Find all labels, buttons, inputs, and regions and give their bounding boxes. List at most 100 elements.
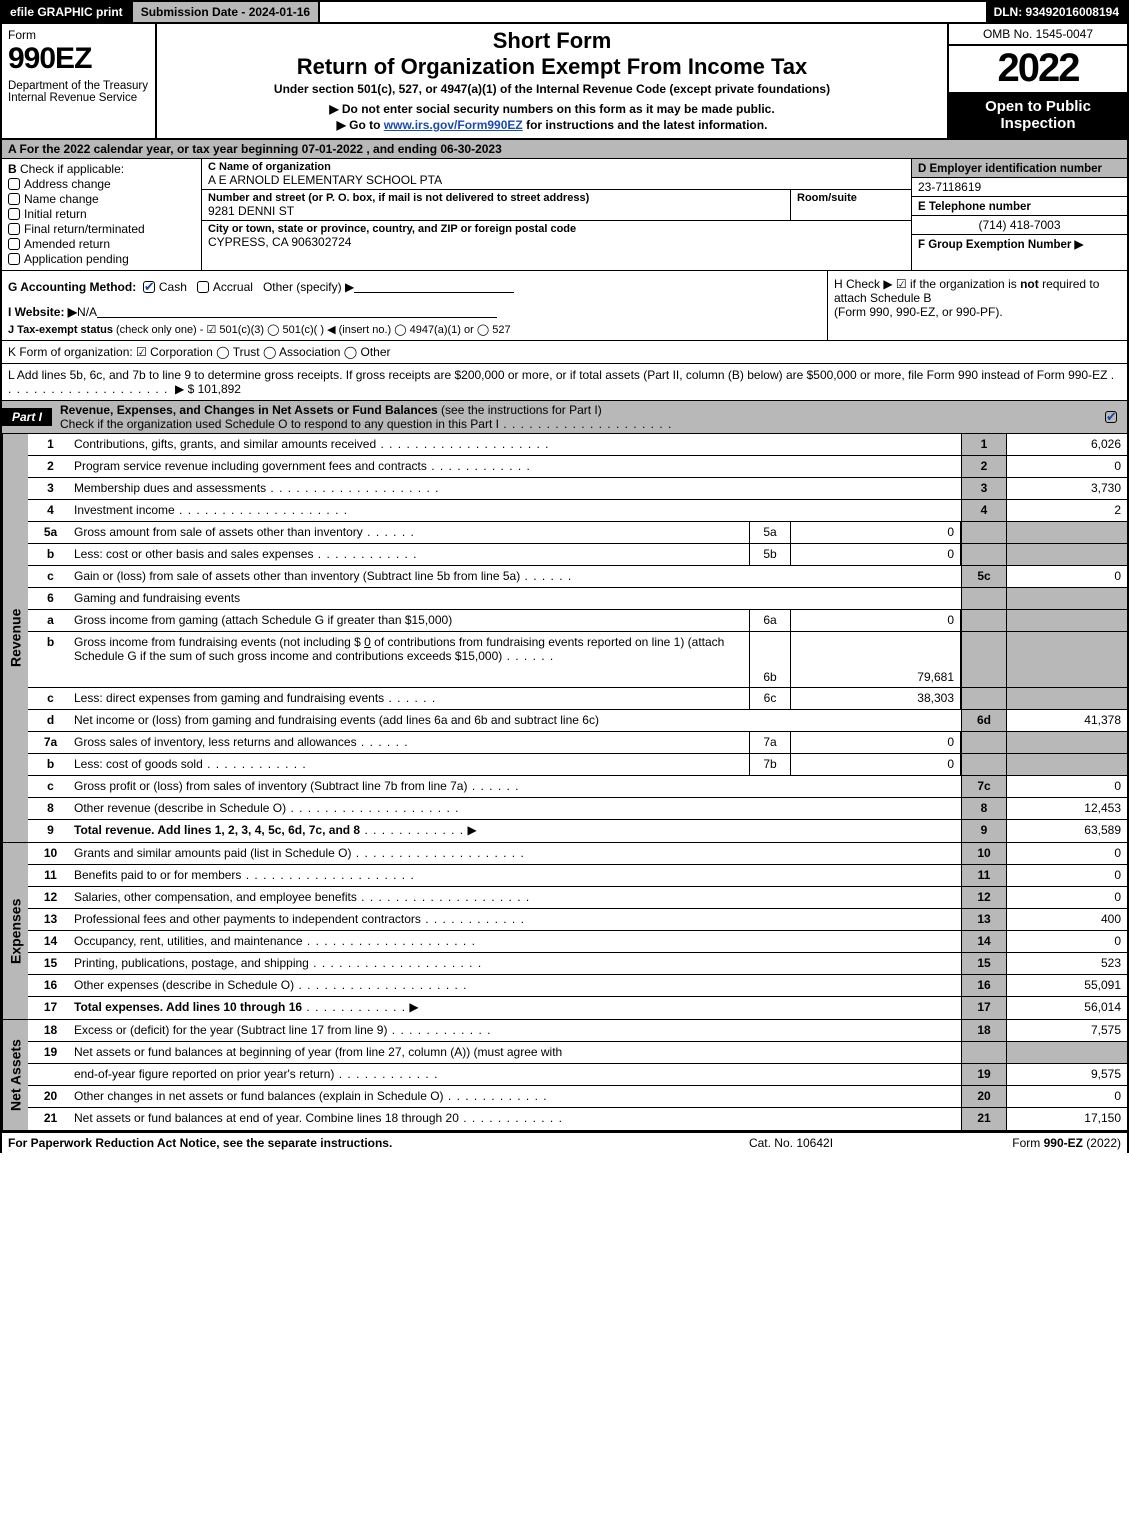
goto-line: ▶ Go to www.irs.gov/Form990EZ for instru… [165,118,939,132]
l5c-val: 0 [1007,566,1127,587]
l21-desc: Net assets or fund balances at end of ye… [74,1111,459,1125]
l11-no: 11 [28,865,74,886]
l6b-sv: 79,681 [791,632,961,687]
l5a-desc: Gross amount from sale of assets other t… [74,525,363,539]
l14-rtno: 14 [961,931,1007,952]
l5a-sn: 5a [749,522,791,543]
l15-rtno: 15 [961,953,1007,974]
l10-val: 0 [1007,843,1127,864]
l5b-sn: 5b [749,544,791,565]
l12-no: 12 [28,887,74,908]
checkbox-schedule-o[interactable] [1105,411,1117,423]
cb-lbl-initial-return: Initial return [24,207,87,221]
l7a-sv: 0 [791,732,961,753]
irs-link[interactable]: www.irs.gov/Form990EZ [384,118,523,132]
part1-header: Part I Revenue, Expenses, and Changes in… [0,401,1129,434]
row-k: K Form of organization: ☑ Corporation ◯ … [0,341,1129,364]
l7b-no: b [28,754,74,775]
top-bar: efile GRAPHIC print Submission Date - 20… [0,0,1129,24]
l9-no: 9 [28,820,74,842]
checkbox-final-return[interactable] [8,223,20,235]
header-right: OMB No. 1545-0047 2022 Open to Public In… [947,24,1127,138]
efile-print-button[interactable]: efile GRAPHIC print [2,2,133,22]
room-label: Room/suite [797,192,905,204]
street-label: Number and street (or P. O. box, if mail… [208,192,784,204]
l11-desc: Benefits paid to or for members [74,868,241,882]
l4-no: 4 [28,500,74,521]
city-label: City or town, state or province, country… [208,223,905,235]
ein: 23-7118619 [918,180,981,194]
l12-desc: Salaries, other compensation, and employ… [74,890,357,904]
l18-no: 18 [28,1020,74,1041]
l5a-no: 5a [28,522,74,543]
g-cash: Cash [159,280,187,294]
cell-room: Room/suite [791,190,911,220]
cb-lbl-name-change: Name change [24,192,99,206]
l15-no: 15 [28,953,74,974]
col-c-org-info: C Name of organization A E ARNOLD ELEMEN… [202,159,912,270]
dln: DLN: 93492016008194 [986,2,1127,22]
l6a-desc: Gross income from gaming (attach Schedul… [74,613,452,627]
org-name-label: C Name of organization [208,161,905,173]
l11-rtno: 11 [961,865,1007,886]
g-accrual: Accrual [213,280,253,294]
header-center: Short Form Return of Organization Exempt… [157,24,947,138]
l18-desc: Excess or (deficit) for the year (Subtra… [74,1023,387,1037]
footer-right-bold: 990-EZ [1044,1136,1083,1150]
checkbox-address-change[interactable] [8,178,20,190]
checkbox-accrual[interactable] [197,281,209,293]
l18-val: 7,575 [1007,1020,1127,1041]
checkbox-application-pending[interactable] [8,253,20,265]
header-left: Form 990EZ Department of the Treasury In… [2,24,157,138]
l5b-desc: Less: cost or other basis and sales expe… [74,547,313,561]
cell-city: City or town, state or province, country… [202,221,911,251]
cb-lbl-amended-return: Amended return [24,237,110,251]
l13-rtno: 13 [961,909,1007,930]
omb-number: OMB No. 1545-0047 [949,24,1127,46]
cb-lbl-final-return: Final return/terminated [24,222,145,236]
l7b-desc: Less: cost of goods sold [74,757,203,771]
l1-val: 6,026 [1007,434,1127,455]
checkbox-name-change[interactable] [8,193,20,205]
open-to-public: Open to Public Inspection [949,94,1127,138]
j-text: (check only one) - ☑ 501(c)(3) ◯ 501(c)(… [116,324,511,336]
city: CYPRESS, CA 906302724 [208,235,905,249]
checkbox-amended-return[interactable] [8,238,20,250]
part1-checkline: Check if the organization used Schedule … [60,417,499,431]
l21-no: 21 [28,1108,74,1130]
telephone: (714) 418-7003 [978,218,1060,232]
l1-no: 1 [28,434,74,455]
checkbox-cash[interactable] [143,281,155,293]
l-value: ▶ $ 101,892 [175,382,241,396]
col-b-checkboxes: B Check if applicable: Address change Na… [2,159,202,270]
l2-val: 0 [1007,456,1127,477]
expenses-section: Expenses 10Grants and similar amounts pa… [0,843,1129,1020]
l4-desc: Investment income [74,503,175,517]
l2-rtno: 2 [961,456,1007,477]
checkbox-initial-return[interactable] [8,208,20,220]
l19-rtno: 19 [961,1064,1007,1085]
l6a-no: a [28,610,74,631]
l19-d1: Net assets or fund balances at beginning… [74,1045,562,1059]
l6b-sn: 6b [749,632,791,687]
org-name: A E ARNOLD ELEMENTARY SCHOOL PTA [208,173,905,187]
l9-rtno: 9 [961,820,1007,842]
l6d-no: d [28,710,74,731]
l6-desc: Gaming and fundraising events [74,591,240,605]
l19-d2: end-of-year figure reported on prior yea… [74,1067,334,1081]
l6c-desc: Less: direct expenses from gaming and fu… [74,691,384,705]
l17-val: 56,014 [1007,997,1127,1019]
form-title: Return of Organization Exempt From Incom… [165,54,939,80]
l7c-desc: Gross profit or (loss) from sales of inv… [74,779,467,793]
tel-label: E Telephone number [918,201,1031,213]
l10-desc: Grants and similar amounts paid (list in… [74,846,351,860]
l9-val: 63,589 [1007,820,1127,842]
l15-val: 523 [1007,953,1127,974]
l7c-rtno: 7c [961,776,1007,797]
l6-no: 6 [28,588,74,609]
l2-no: 2 [28,456,74,477]
l16-desc: Other expenses (describe in Schedule O) [74,978,294,992]
part1-instr: (see the instructions for Part I) [441,403,602,417]
l5a-sv: 0 [791,522,961,543]
check-if-applicable: Check if applicable: [20,162,124,176]
